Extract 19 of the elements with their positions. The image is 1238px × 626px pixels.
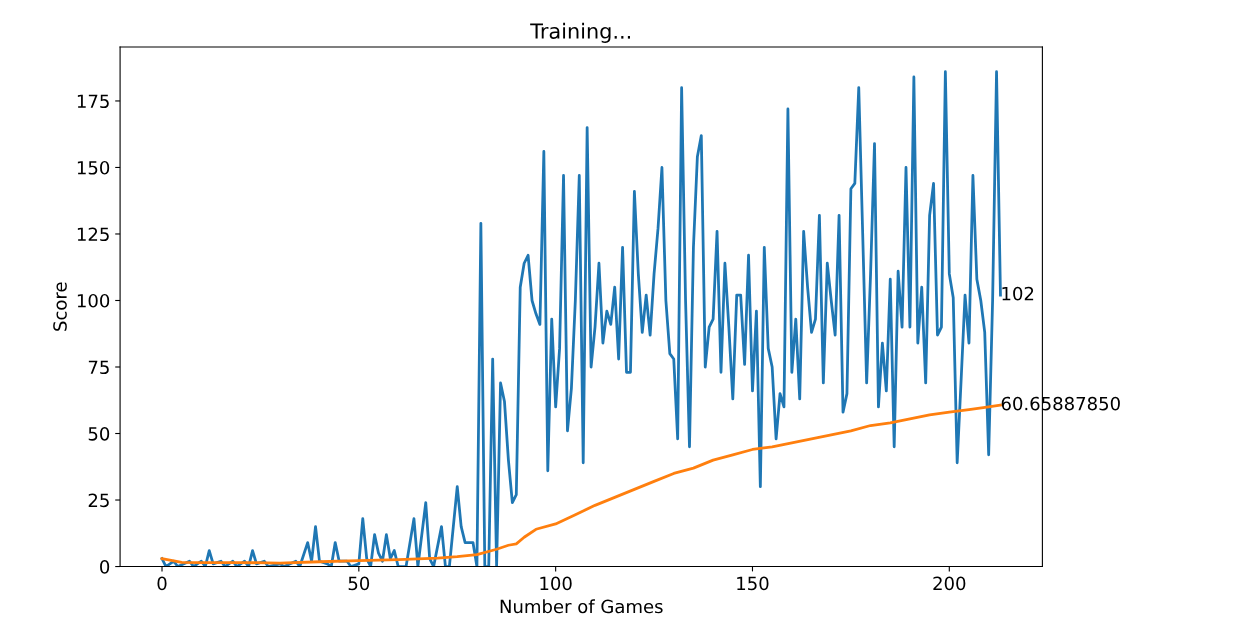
line-series [160,70,1002,567]
y-tick-label: 100 [77,293,110,308]
annotation: 102 [1002,286,1034,301]
y-tick-label: 75 [88,360,109,375]
y-tick-label: 50 [88,426,110,441]
chart-title: Training... [530,22,631,43]
y-axis-title: Score [53,282,67,331]
x-tick-label: 150 [737,576,769,591]
x-tick-label: 100 [540,576,572,591]
x-tick-label: 0 [157,576,167,591]
y-tick-label: 125 [77,227,109,242]
y-tick-label: 0 [100,559,110,574]
x-tick-label: 50 [348,576,370,591]
y-tick-label: 25 [88,493,109,508]
x-axis-title: Number of Games [500,599,663,614]
y-tick-label: 150 [77,160,110,175]
y-tick-label: 175 [77,94,109,109]
x-tick-label: 200 [933,576,966,591]
line-series [160,403,1002,565]
